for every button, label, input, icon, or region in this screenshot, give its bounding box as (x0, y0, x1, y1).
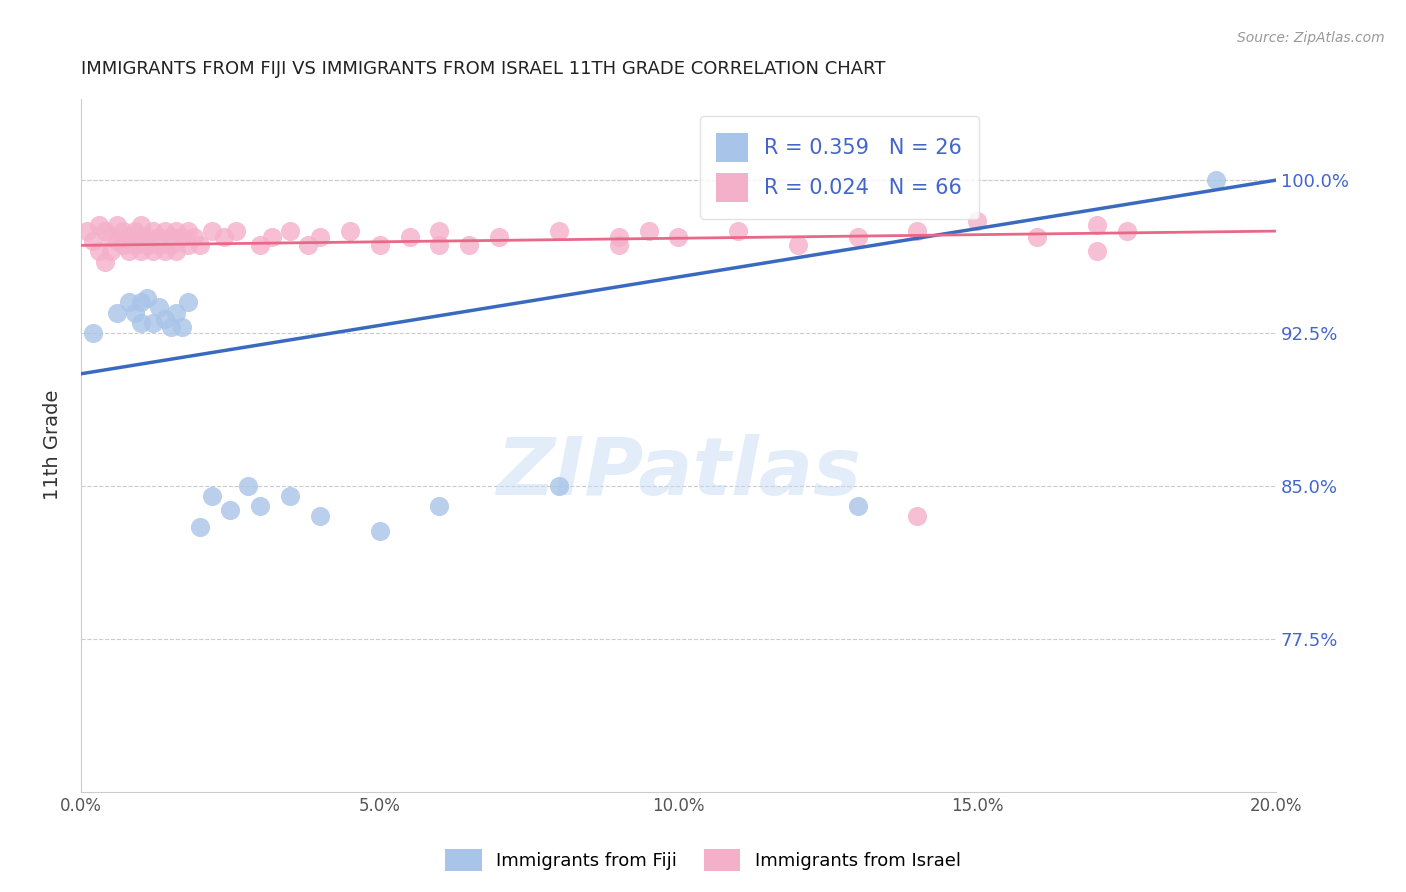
Point (142, 224, 165, 238)
Point (166, 224, 188, 238)
Point (129, 230, 152, 244)
Legend: R = 0.359   N = 26, R = 0.024   N = 66: R = 0.359 N = 26, R = 0.024 N = 66 (700, 116, 979, 219)
Point (668, 230, 690, 244)
Point (1026, 230, 1049, 244)
Text: Source: ZipAtlas.com: Source: ZipAtlas.com (1237, 31, 1385, 45)
Point (727, 224, 749, 238)
Point (135, 230, 157, 244)
Point (94, 254, 117, 268)
Point (787, 238, 810, 252)
Point (82, 235, 104, 249)
Point (172, 230, 194, 244)
Point (159, 238, 181, 252)
Point (100, 244, 122, 259)
Point (907, 509, 929, 524)
Point (172, 319, 194, 334)
Point (225, 224, 247, 238)
Point (105, 218, 128, 232)
Point (129, 244, 152, 259)
Point (262, 230, 284, 244)
Point (278, 224, 301, 238)
Point (177, 238, 200, 252)
Point (309, 509, 332, 524)
Point (637, 224, 659, 238)
Point (249, 500, 271, 514)
Point (135, 238, 157, 252)
Point (278, 489, 301, 503)
Point (846, 230, 869, 244)
Point (1085, 218, 1108, 232)
Legend: Immigrants from Fiji, Immigrants from Israel: Immigrants from Fiji, Immigrants from Is… (439, 842, 967, 879)
Point (142, 316, 165, 330)
Point (429, 224, 451, 238)
Point (548, 479, 571, 493)
Point (82, 326, 104, 340)
Point (129, 218, 152, 232)
Point (201, 489, 224, 503)
Point (201, 224, 224, 238)
Point (607, 238, 630, 252)
Point (124, 305, 146, 319)
Point (488, 230, 510, 244)
Point (100, 230, 122, 244)
Point (548, 224, 571, 238)
Point (846, 500, 869, 514)
Point (153, 311, 176, 326)
Point (398, 230, 420, 244)
Point (607, 230, 630, 244)
Point (111, 224, 134, 238)
Point (124, 224, 146, 238)
Point (183, 230, 205, 244)
Point (105, 235, 128, 249)
Point (153, 244, 176, 259)
Point (177, 295, 200, 310)
Point (159, 319, 181, 334)
Point (907, 224, 929, 238)
Point (129, 295, 152, 310)
Point (1085, 244, 1108, 259)
Point (214, 230, 236, 244)
Point (368, 524, 391, 538)
Point (166, 244, 188, 259)
Point (190, 519, 212, 533)
Point (238, 479, 260, 493)
Point (1205, 173, 1227, 187)
Point (124, 238, 146, 252)
Point (166, 305, 188, 319)
Point (309, 230, 332, 244)
Point (368, 238, 391, 252)
Point (429, 500, 451, 514)
Y-axis label: 11th Grade: 11th Grade (44, 390, 62, 500)
Point (153, 224, 176, 238)
Text: ZIPatlas: ZIPatlas (496, 434, 860, 512)
Point (129, 316, 152, 330)
Point (966, 214, 988, 228)
Point (148, 238, 170, 252)
Point (118, 230, 141, 244)
Point (87, 218, 110, 232)
Point (76, 224, 98, 238)
Point (148, 300, 170, 314)
Point (148, 230, 170, 244)
Point (159, 230, 181, 244)
Point (94, 224, 117, 238)
Point (135, 292, 157, 306)
Point (105, 305, 128, 319)
Point (177, 224, 200, 238)
Point (458, 238, 481, 252)
Point (190, 238, 212, 252)
Point (142, 244, 165, 259)
Point (249, 238, 271, 252)
Point (87, 244, 110, 259)
Point (118, 244, 141, 259)
Text: IMMIGRANTS FROM FIJI VS IMMIGRANTS FROM ISRAEL 11TH GRADE CORRELATION CHART: IMMIGRANTS FROM FIJI VS IMMIGRANTS FROM … (82, 60, 886, 78)
Point (219, 503, 242, 517)
Point (118, 295, 141, 310)
Point (429, 238, 451, 252)
Point (297, 238, 319, 252)
Point (339, 224, 361, 238)
Point (1115, 224, 1137, 238)
Point (111, 238, 134, 252)
